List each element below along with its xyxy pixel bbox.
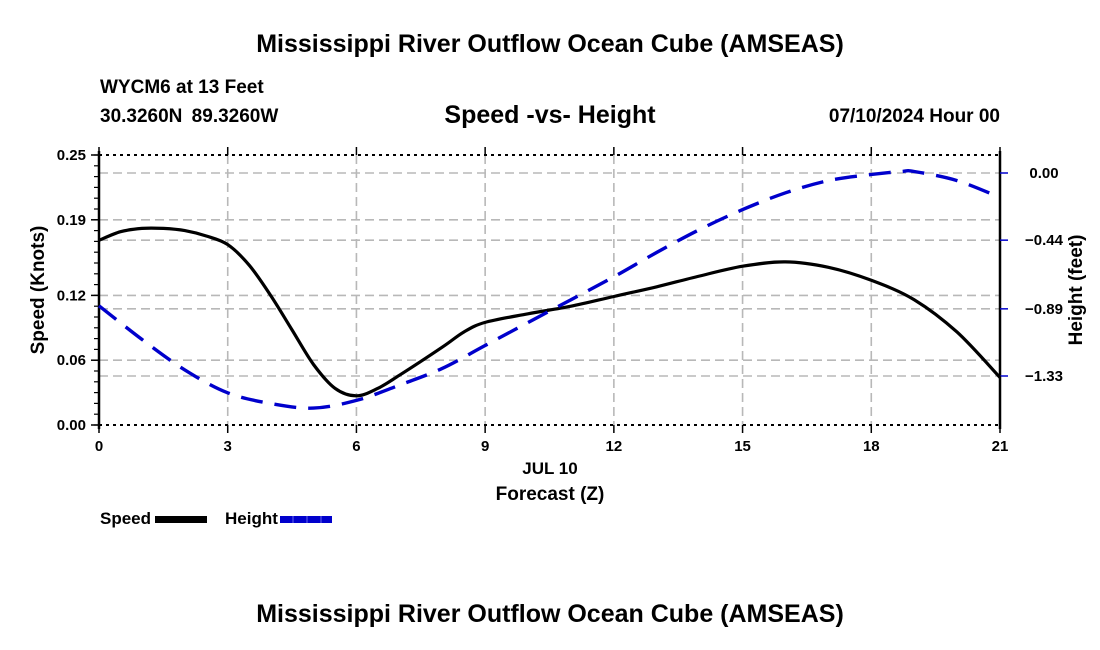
x-tick-label: 9 — [481, 438, 489, 455]
axis-labels: 0.00 0.06 0.12 0.19 0.25 0.00 −0.44 −0.89 −1.33 0… — [57, 147, 1064, 455]
legend-label-height: Height — [225, 509, 278, 528]
legend: Speed Height — [100, 509, 350, 529]
y-tick-label: 0.25 — [57, 147, 86, 164]
series-line-height — [97, 168, 1001, 410]
y2-tick-label: −1.33 — [1025, 368, 1063, 385]
x-tick-label: 15 — [734, 438, 751, 455]
legend-item-height: Height — [225, 509, 332, 529]
series-group — [97, 168, 1002, 410]
x-tick-label: 12 — [606, 438, 623, 455]
station-label: WYCM6 at 13 Feet — [100, 77, 264, 98]
x-axis-title: Forecast (Z) — [496, 484, 605, 505]
y2-tick-label: −0.89 — [1025, 301, 1063, 318]
legend-swatch-height — [279, 515, 332, 523]
y2-tick-label: −0.44 — [1025, 232, 1064, 249]
axis-ticks — [91, 147, 1008, 433]
y2-tick-label: 0.00 — [1029, 165, 1058, 182]
main-title: Mississippi River Outflow Ocean Cube (AM… — [256, 30, 844, 58]
legend-label-speed: Speed — [100, 509, 152, 528]
series-line-speed — [98, 226, 1002, 398]
coordinates-label: 30.3260N 89.3260W — [100, 106, 279, 127]
y2-axis-title: Height (feet) — [1066, 235, 1087, 346]
y-axis-title: Speed (Knots) — [28, 226, 49, 355]
grid — [99, 155, 1000, 425]
x-date-label: JUL 10 — [522, 459, 577, 478]
x-tick-label: 6 — [352, 438, 360, 455]
x-tick-label: 18 — [863, 438, 880, 455]
y-tick-label: 0.19 — [57, 212, 86, 229]
footer-title: Mississippi River Outflow Ocean Cube (AM… — [256, 600, 844, 628]
x-tick-label: 0 — [95, 438, 103, 455]
chart-subtitle: Speed -vs- Height — [444, 101, 656, 129]
x-tick-label: 21 — [992, 438, 1009, 455]
datetime-label: 07/10/2024 Hour 00 — [828, 106, 1000, 127]
x-tick-label: 3 — [224, 438, 232, 455]
y-tick-label: 0.06 — [57, 352, 86, 369]
legend-item-speed: Speed — [100, 509, 208, 529]
legend-swatch-speed — [155, 515, 208, 523]
y-tick-label: 0.12 — [57, 287, 86, 304]
y-tick-label: 0.00 — [57, 417, 86, 434]
plot-frame — [97, 151, 1002, 429]
